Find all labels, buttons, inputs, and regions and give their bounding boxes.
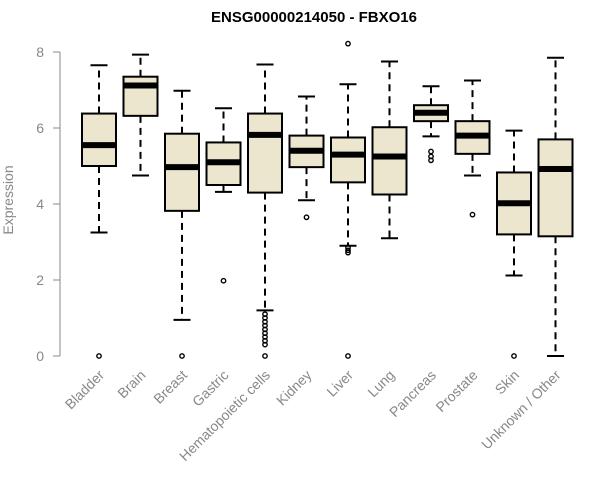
box-iqr (81, 112, 117, 167)
outlier-point (96, 353, 102, 359)
box-hematopoietic-cells (247, 63, 283, 359)
boxes-group (81, 40, 574, 359)
y-tick-label: 0 (36, 348, 44, 364)
y-tick-label: 8 (36, 44, 44, 60)
outlier-point (345, 40, 351, 47)
outlier-point (303, 214, 310, 221)
box-iqr (247, 112, 283, 194)
box-skin (496, 129, 532, 359)
x-tick-label: Liver (323, 367, 356, 400)
box-gastric (205, 107, 242, 284)
outlier-point (179, 353, 185, 359)
box-unknown-other (537, 56, 574, 357)
outlier-point (262, 353, 268, 359)
outlier-point (345, 247, 351, 254)
outlier-point (428, 157, 434, 164)
x-tick-label: Bladder (62, 367, 108, 413)
box-kidney (288, 95, 325, 221)
box-iqr (330, 136, 366, 184)
box-brain (122, 53, 159, 177)
x-tick-label: Prostate (432, 367, 480, 415)
y-tick-label: 2 (36, 272, 44, 288)
y-axis-label: Expression (0, 165, 16, 234)
outlier-point (345, 353, 351, 359)
box-lung (371, 60, 408, 240)
outlier-point (511, 353, 517, 359)
x-tick-label: Lung (364, 367, 397, 400)
x-tick-label: Unknown / Other (478, 367, 564, 453)
box-pancreas (413, 85, 449, 164)
outlier-point (262, 341, 268, 348)
box-iqr (164, 132, 200, 212)
outlier-point (345, 249, 351, 256)
outlier-point (220, 277, 227, 284)
x-tick-label: Skin (492, 367, 523, 398)
box-liver (330, 40, 366, 359)
x-tick-label: Breast (150, 367, 190, 407)
box-breast (164, 89, 200, 359)
y-axis: 0 2 4 6 8 (36, 44, 61, 364)
x-tick-label: Kidney (273, 367, 315, 409)
chart-title: ENSG00000214050 - FBXO16 (211, 9, 417, 26)
outlier-point (469, 211, 476, 218)
box-prostate (454, 79, 491, 218)
box-iqr (537, 138, 574, 238)
y-tick-label: 6 (36, 120, 44, 136)
y-tick-label: 4 (36, 196, 44, 212)
x-tick-label: Brain (114, 367, 148, 401)
box-iqr (371, 126, 408, 196)
box-bladder (81, 64, 117, 359)
outlier-point (428, 148, 434, 155)
